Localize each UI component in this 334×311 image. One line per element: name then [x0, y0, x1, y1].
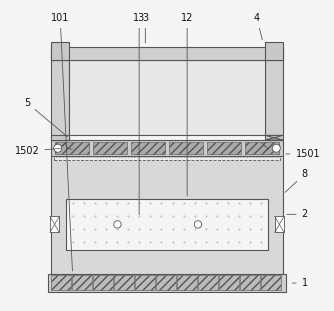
Bar [54, 155, 280, 160]
Bar [66, 199, 268, 250]
Bar [69, 59, 265, 135]
Text: 4: 4 [254, 13, 262, 40]
Bar [207, 142, 241, 154]
Circle shape [54, 144, 62, 152]
Bar [177, 275, 197, 290]
Text: 12: 12 [181, 13, 193, 196]
Text: 5: 5 [24, 98, 67, 137]
Bar [93, 275, 113, 290]
Bar [239, 275, 260, 290]
Bar [51, 140, 283, 156]
Bar [261, 275, 281, 290]
Bar [156, 275, 176, 290]
Text: 1501: 1501 [286, 149, 320, 159]
Bar [50, 216, 59, 232]
Bar [135, 275, 155, 290]
Text: 8: 8 [285, 169, 308, 192]
Text: 101: 101 [51, 13, 72, 271]
Bar [198, 275, 218, 290]
Bar [275, 216, 284, 232]
Text: 1: 1 [292, 278, 308, 288]
Polygon shape [265, 135, 283, 140]
Bar [72, 275, 92, 290]
Bar [55, 142, 89, 154]
Bar [219, 275, 239, 290]
Bar [169, 142, 203, 154]
Bar [245, 142, 279, 154]
Circle shape [272, 144, 280, 152]
Bar [265, 50, 283, 140]
Bar [51, 50, 69, 140]
Bar [114, 275, 134, 290]
Bar [51, 275, 71, 290]
Bar [131, 142, 165, 154]
Circle shape [194, 221, 202, 228]
Bar [48, 274, 286, 292]
Bar [51, 47, 283, 59]
Text: 2: 2 [287, 209, 308, 219]
Bar [265, 43, 283, 59]
Circle shape [114, 221, 121, 228]
Bar [51, 43, 69, 59]
Bar [51, 155, 283, 274]
Text: 1502: 1502 [15, 146, 60, 156]
Text: 13: 13 [133, 13, 145, 215]
Text: 3: 3 [142, 13, 148, 43]
Bar [93, 142, 127, 154]
Polygon shape [51, 135, 69, 140]
